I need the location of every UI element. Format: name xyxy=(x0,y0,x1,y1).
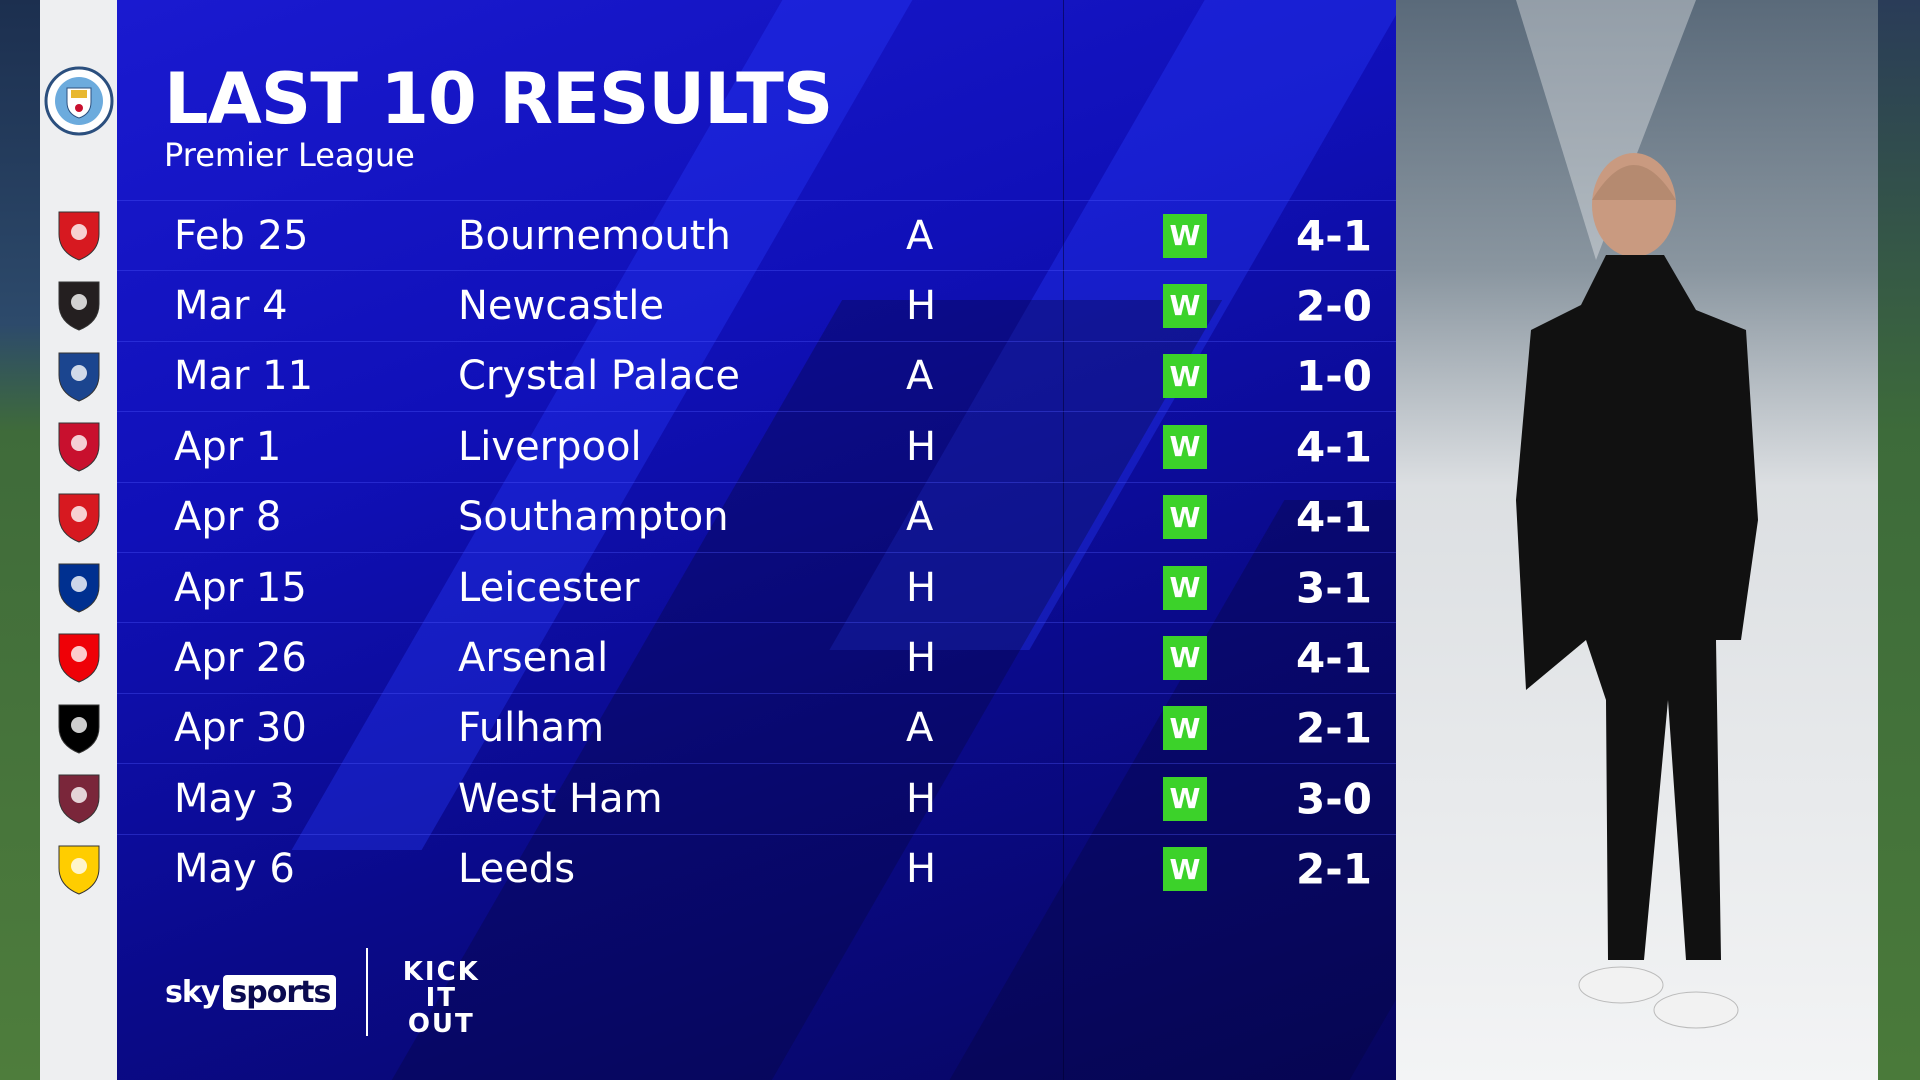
match-date: Apr 15 xyxy=(174,564,307,611)
result-row: Apr 26 Arsenal H W 4-1 xyxy=(117,622,1396,692)
result-badge: W xyxy=(1163,635,1207,680)
venue: H xyxy=(906,282,937,329)
venue: H xyxy=(906,564,937,611)
opponent-name: Fulham xyxy=(458,705,605,752)
result-row: Apr 1 Liverpool H W 4-1 xyxy=(117,411,1396,481)
result-badge: W xyxy=(1163,213,1207,258)
opponent-name: Leicester xyxy=(458,564,640,611)
result-row: May 3 West Ham H W 3-0 xyxy=(117,763,1396,833)
stadium-background-right xyxy=(1878,0,1920,1080)
score: 4-1 xyxy=(1296,211,1372,260)
opponent-name: Arsenal xyxy=(458,634,609,681)
match-date: May 3 xyxy=(174,775,295,822)
result-row: Mar 4 Newcastle H W 2-0 xyxy=(117,270,1396,340)
venue: H xyxy=(906,846,937,893)
score: 4-1 xyxy=(1296,492,1372,542)
result-badge: W xyxy=(1163,706,1207,751)
result-badge: W xyxy=(1163,283,1207,328)
crystal-palace-crest-icon xyxy=(55,349,103,403)
page-title: LAST 10 RESULTS xyxy=(164,58,833,140)
result-row: May 6 Leeds H W 2-1 xyxy=(117,833,1396,904)
result-row: Mar 11 Crystal Palace A W 1-0 xyxy=(117,340,1396,411)
venue: H xyxy=(906,634,937,681)
match-date: May 6 xyxy=(174,846,295,893)
venue: H xyxy=(906,423,937,470)
result-badge: W xyxy=(1163,495,1207,540)
score: 3-1 xyxy=(1296,563,1372,612)
arsenal-crest-icon xyxy=(55,630,103,684)
result-row: Apr 8 Southampton A W 4-1 xyxy=(117,481,1396,552)
result-badge: W xyxy=(1163,565,1207,610)
score: 2-1 xyxy=(1296,844,1372,894)
match-date: Apr 8 xyxy=(174,494,282,541)
opponent-name: Bournemouth xyxy=(458,212,731,259)
score: 3-0 xyxy=(1296,774,1372,824)
result-row: Apr 30 Fulham A W 2-1 xyxy=(117,692,1396,763)
result-badge: W xyxy=(1163,776,1207,821)
opponent-name: Leeds xyxy=(458,846,576,893)
west-ham-crest-icon xyxy=(55,771,103,825)
bournemouth-crest-icon xyxy=(55,208,103,262)
opponent-name: Crystal Palace xyxy=(458,353,740,400)
score: 1-0 xyxy=(1296,351,1372,401)
column-divider xyxy=(1063,0,1064,1080)
match-date: Feb 25 xyxy=(174,212,309,259)
newcastle-crest-icon xyxy=(55,278,103,332)
crest-column xyxy=(40,0,117,1080)
score: 2-1 xyxy=(1296,703,1372,753)
venue: A xyxy=(906,212,934,259)
fulham-crest-icon xyxy=(55,701,103,755)
match-date: Apr 1 xyxy=(174,423,282,470)
score: 4-1 xyxy=(1296,633,1372,683)
venue: A xyxy=(906,705,934,752)
logo-divider xyxy=(366,948,369,1036)
venue: H xyxy=(906,775,937,822)
result-badge: W xyxy=(1163,424,1207,469)
opponent-name: Liverpool xyxy=(458,423,642,470)
liverpool-crest-icon xyxy=(55,419,103,473)
leeds-crest-icon xyxy=(55,842,103,896)
southampton-crest-icon xyxy=(55,490,103,544)
opponent-name: Newcastle xyxy=(458,282,664,329)
match-date: Apr 26 xyxy=(174,634,307,681)
venue: A xyxy=(906,494,934,541)
match-date: Apr 30 xyxy=(174,705,307,752)
results-panel: LAST 10 RESULTS Premier League Feb 25 Bo… xyxy=(117,0,1396,1080)
competition-subtitle: Premier League xyxy=(164,136,415,174)
kick-it-out-logo: KICK IT OUT xyxy=(402,957,480,1039)
score: 4-1 xyxy=(1296,422,1372,472)
match-date: Mar 11 xyxy=(174,353,314,400)
result-badge: W xyxy=(1163,847,1207,892)
manchester-city-crest-icon xyxy=(44,66,114,136)
stadium-background-left xyxy=(0,0,40,1080)
result-badge: W xyxy=(1163,354,1207,399)
footer-logos: sky sports KICK IT OUT xyxy=(165,948,484,1039)
sky-logo: sky xyxy=(165,974,220,1010)
sports-logo: sports xyxy=(223,974,337,1010)
venue: A xyxy=(906,353,934,400)
result-row: Apr 15 Leicester H W 3-1 xyxy=(117,552,1396,622)
score: 2-0 xyxy=(1296,281,1372,331)
opponent-name: West Ham xyxy=(458,775,663,822)
manager-figure xyxy=(1516,0,1758,1029)
manager-photo xyxy=(1396,0,1878,1080)
match-date: Mar 4 xyxy=(174,282,288,329)
leicester-crest-icon xyxy=(55,560,103,614)
opponent-name: Southampton xyxy=(458,494,729,541)
result-row: Feb 25 Bournemouth A W 4-1 xyxy=(117,200,1396,270)
